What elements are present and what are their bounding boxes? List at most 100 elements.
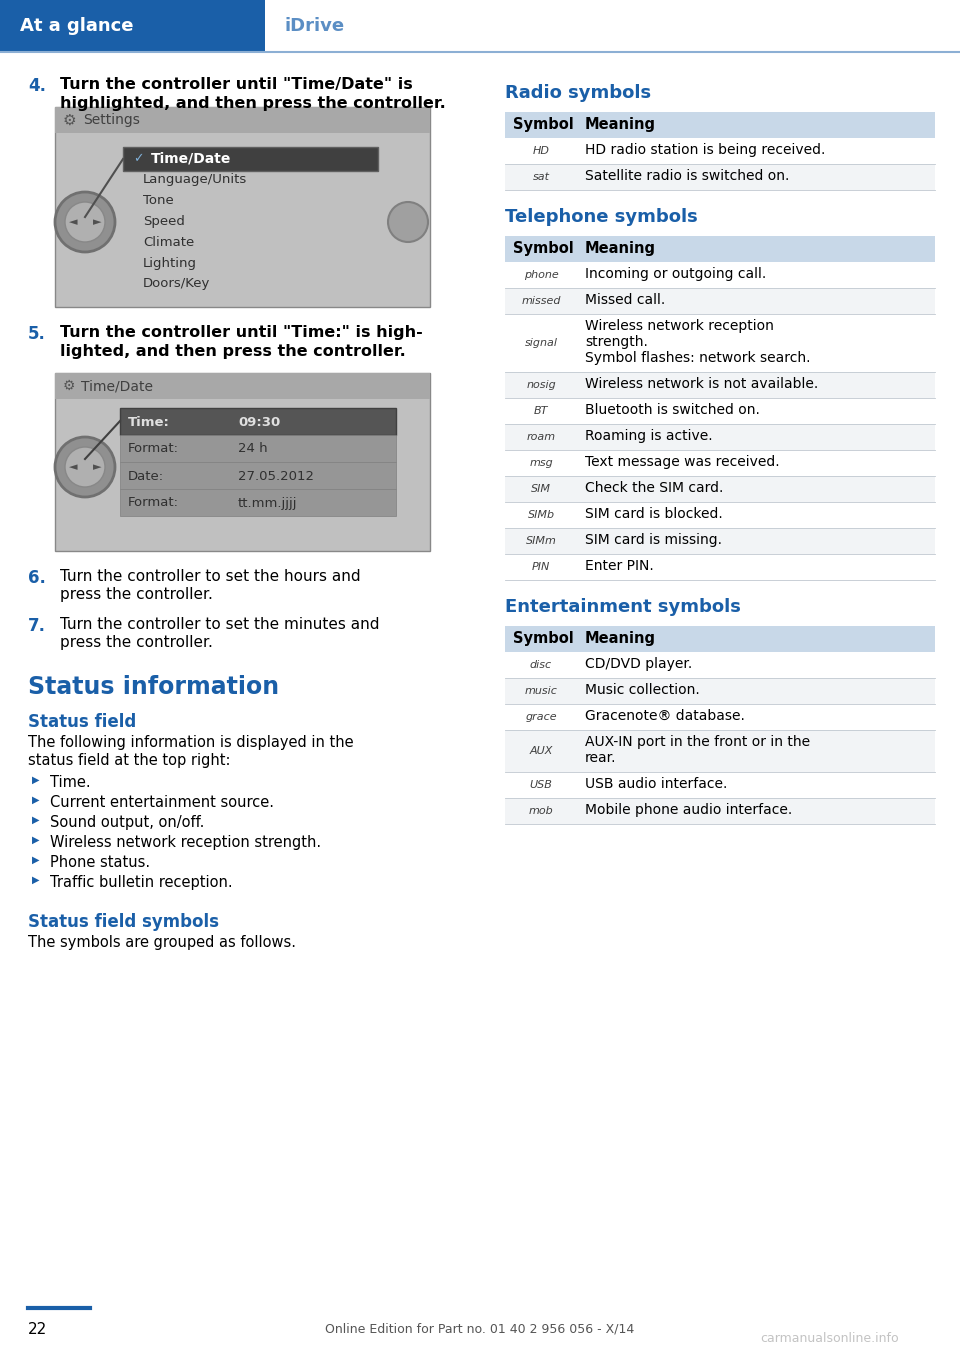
Text: Wireless network reception strength.: Wireless network reception strength. (50, 835, 322, 850)
Text: Sound output, on/off.: Sound output, on/off. (50, 814, 204, 829)
Bar (505, 163, 935, 191)
Text: HD: HD (533, 146, 549, 157)
Text: Roaming is active.: Roaming is active. (585, 429, 712, 443)
Text: Satellite radio is switched on.: Satellite radio is switched on. (585, 169, 789, 183)
Text: 6.: 6. (28, 569, 46, 587)
Text: ⚙: ⚙ (63, 113, 77, 128)
Text: grace: grace (525, 712, 557, 722)
Text: PIN: PIN (532, 563, 550, 572)
Circle shape (55, 437, 115, 497)
Text: Status field: Status field (28, 712, 136, 731)
Text: Current entertainment source.: Current entertainment source. (50, 795, 274, 810)
Bar (55, 373, 430, 399)
Text: ▶: ▶ (32, 814, 39, 825)
Text: 24 h: 24 h (238, 443, 268, 455)
Text: SIMb: SIMb (527, 509, 555, 520)
Bar (505, 372, 935, 398)
Text: Language/Units: Language/Units (143, 173, 248, 185)
Text: Climate: Climate (143, 236, 194, 248)
Text: Tone: Tone (143, 193, 174, 207)
Text: Speed: Speed (143, 214, 185, 227)
Text: Symbol: Symbol (513, 241, 574, 256)
Text: Symbol: Symbol (513, 632, 574, 647)
Bar (505, 554, 935, 580)
Bar (505, 798, 935, 824)
Text: At a glance: At a glance (20, 16, 133, 35)
Text: Status information: Status information (28, 676, 279, 699)
Bar (505, 652, 935, 678)
Circle shape (388, 202, 428, 242)
Text: SIMm: SIMm (525, 537, 557, 546)
Text: Time/Date: Time/Date (151, 153, 231, 166)
Bar (505, 315, 935, 372)
Text: 7.: 7. (28, 617, 46, 635)
Text: press the controller.: press the controller. (60, 635, 213, 650)
Bar (505, 398, 935, 424)
Text: SIM: SIM (531, 484, 551, 494)
Bar (55, 108, 430, 306)
Text: Missed call.: Missed call. (585, 293, 665, 306)
Text: Phone status.: Phone status. (50, 855, 150, 870)
Bar (120, 434, 396, 462)
Text: status field at the top right:: status field at the top right: (28, 753, 230, 768)
Text: Entertainment symbols: Entertainment symbols (505, 598, 741, 616)
Text: ▶: ▶ (32, 874, 39, 885)
Text: phone: phone (523, 270, 559, 281)
Bar (55, 108, 430, 133)
Bar (505, 730, 935, 772)
Text: Incoming or outgoing call.: Incoming or outgoing call. (585, 267, 766, 281)
Bar (505, 449, 935, 475)
Text: ►: ► (93, 217, 101, 227)
Text: SIM card is blocked.: SIM card is blocked. (585, 507, 723, 522)
Bar (505, 424, 935, 449)
Text: 5.: 5. (28, 326, 46, 343)
Text: ✓: ✓ (133, 153, 143, 166)
Text: Traffic bulletin reception.: Traffic bulletin reception. (50, 874, 232, 889)
Bar (505, 112, 935, 138)
Bar (505, 236, 935, 262)
Circle shape (65, 202, 105, 242)
Text: ⚙: ⚙ (63, 379, 76, 394)
Text: highlighted, and then press the controller.: highlighted, and then press the controll… (60, 95, 445, 110)
Text: Format:: Format: (128, 443, 179, 455)
Text: ◄: ◄ (69, 462, 77, 473)
Text: Time:: Time: (128, 415, 170, 429)
Bar (0, 0, 265, 52)
Text: AUX-IN port in the front or in the: AUX-IN port in the front or in the (585, 735, 810, 749)
Text: The symbols are grouped as follows.: The symbols are grouped as follows. (28, 934, 296, 951)
Text: msg: msg (529, 458, 553, 469)
Text: Date:: Date: (128, 470, 164, 482)
Text: tt.mm.jjjj: tt.mm.jjjj (238, 497, 298, 509)
Text: Settings: Settings (83, 113, 140, 127)
Text: SIM card is missing.: SIM card is missing. (585, 533, 722, 548)
Text: sat: sat (533, 172, 549, 183)
Text: Check the SIM card.: Check the SIM card. (585, 481, 724, 494)
Text: 4.: 4. (28, 78, 46, 95)
Text: Lighting: Lighting (143, 256, 197, 270)
Text: Meaning: Meaning (585, 117, 656, 132)
Text: Text message was received.: Text message was received. (585, 455, 780, 469)
Bar (120, 489, 396, 516)
Text: disc: disc (530, 661, 552, 670)
Text: BT: BT (534, 406, 548, 415)
Text: Turn the controller until "Time/Date" is: Turn the controller until "Time/Date" is (60, 78, 413, 93)
Text: Wireless network reception: Wireless network reception (585, 319, 774, 332)
Text: Turn the controller to set the hours and: Turn the controller to set the hours and (60, 569, 361, 584)
Bar (120, 462, 396, 489)
Text: USB audio interface.: USB audio interface. (585, 776, 728, 791)
Text: nosig: nosig (526, 380, 556, 390)
Bar (505, 627, 935, 652)
Text: Turn the controller until "Time:" is high-: Turn the controller until "Time:" is hig… (60, 326, 422, 340)
Bar (123, 147, 378, 172)
Text: Online Edition for Part no. 01 40 2 956 056 - X/14: Online Edition for Part no. 01 40 2 956 … (325, 1323, 635, 1335)
Text: Time/Date: Time/Date (81, 379, 153, 394)
Text: ▶: ▶ (32, 775, 39, 785)
Text: rear.: rear. (585, 750, 616, 765)
Text: Enter PIN.: Enter PIN. (585, 558, 654, 573)
Text: missed: missed (521, 296, 561, 306)
Bar (265, 0, 960, 52)
Text: Radio symbols: Radio symbols (505, 84, 651, 102)
Text: Music collection.: Music collection. (585, 682, 700, 697)
Bar (120, 409, 396, 434)
Bar (505, 772, 935, 798)
